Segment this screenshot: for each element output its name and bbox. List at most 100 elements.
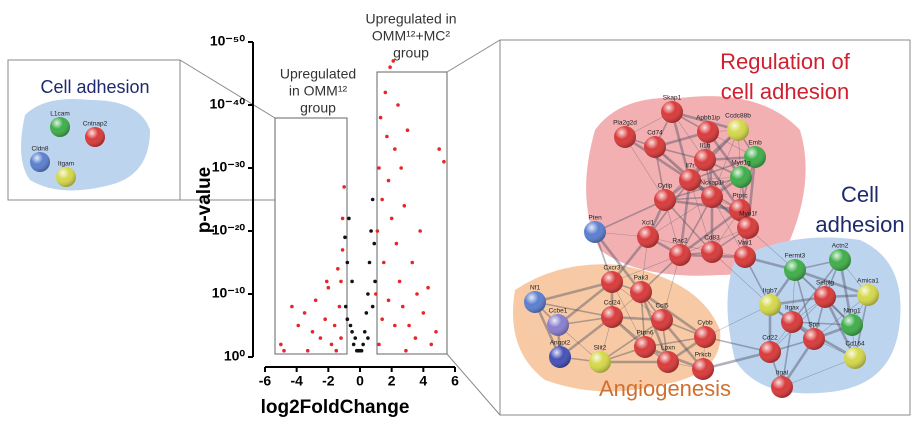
edge (689, 156, 756, 181)
point (407, 323, 411, 328)
node-label: L1cam (50, 111, 70, 118)
node-label: Actn2 (832, 243, 849, 250)
x-tick-label: 4 (419, 373, 427, 389)
point (351, 342, 356, 347)
point (348, 323, 353, 328)
point (366, 336, 370, 340)
point (339, 336, 343, 340)
node-shine (744, 146, 766, 168)
node-label: Ptpn6 (637, 330, 654, 337)
edge (664, 198, 741, 212)
point (377, 342, 381, 347)
edge (671, 110, 739, 132)
point (378, 115, 383, 120)
point (290, 304, 294, 309)
point (282, 348, 286, 353)
node-label: Selplg (816, 280, 834, 287)
node-label: Spn (808, 322, 820, 329)
node-label: Il1b (700, 143, 711, 150)
region-label: adhesion (815, 212, 904, 237)
edge (557, 280, 613, 327)
edge (624, 136, 666, 201)
node-shine (601, 271, 623, 293)
node-shine (30, 152, 50, 172)
edge (534, 301, 613, 318)
node-shine (727, 119, 749, 141)
point (380, 317, 384, 322)
point (380, 197, 384, 202)
node-shine (694, 326, 716, 348)
node-label: Xcl1 (642, 220, 655, 227)
node-label: Cxcr3 (604, 265, 621, 272)
point (386, 178, 391, 183)
point (361, 342, 365, 347)
edge (781, 357, 856, 388)
point (343, 304, 348, 309)
node-shine (589, 351, 611, 373)
node-label: Cd83 (704, 235, 720, 242)
point (279, 342, 283, 347)
point (383, 90, 388, 95)
edge (679, 208, 741, 257)
point (405, 128, 410, 132)
point (429, 342, 434, 347)
point (337, 304, 342, 309)
x-tick-label: -2 (322, 373, 335, 389)
point (394, 241, 399, 246)
point (375, 229, 380, 233)
point (310, 330, 315, 334)
edge (661, 254, 681, 321)
node-shine (50, 117, 70, 137)
node-label: Rac2 (672, 238, 688, 245)
point (377, 166, 381, 170)
point (370, 197, 375, 202)
point (350, 279, 354, 284)
point (386, 298, 391, 303)
node-shine (844, 347, 866, 369)
point (391, 59, 396, 63)
point (326, 285, 331, 290)
node-shine (697, 121, 719, 143)
point (397, 279, 402, 284)
node-shine (771, 376, 793, 398)
node-shine (547, 314, 569, 336)
point (415, 292, 419, 296)
node-shine (657, 351, 679, 373)
node-shine (651, 309, 673, 331)
point (305, 348, 310, 353)
edge (611, 254, 681, 283)
selection-box (274, 117, 348, 355)
node-shine (701, 241, 723, 263)
node-label: Cybb (697, 320, 713, 327)
point (388, 65, 392, 69)
node-shine (730, 166, 752, 188)
annotation: group (300, 100, 336, 116)
edge (711, 196, 746, 258)
node-label: Ccbe1 (549, 308, 568, 315)
x-tick-label: -4 (290, 373, 303, 389)
point (370, 304, 375, 309)
node-label: Apbb1ip (696, 115, 720, 122)
y-axis-title: p-value (194, 167, 215, 234)
y-tick-label: 10⁻¹⁰ (212, 285, 246, 301)
node-shine (614, 126, 636, 148)
point (373, 279, 377, 284)
node-label: Ccl24 (604, 300, 621, 307)
node-label: Myo1f (739, 211, 757, 218)
point (393, 323, 397, 328)
node-label: Emb (748, 140, 762, 147)
edge (813, 294, 869, 340)
edge (689, 179, 713, 253)
point (353, 336, 358, 340)
point (389, 216, 394, 221)
edge (704, 336, 771, 353)
edge (647, 196, 713, 238)
point (323, 317, 327, 322)
point (426, 285, 430, 290)
point (402, 204, 407, 208)
node-shine (734, 246, 756, 268)
point (362, 330, 367, 334)
node-label: Nckap1l (700, 180, 724, 187)
edge (794, 269, 815, 340)
